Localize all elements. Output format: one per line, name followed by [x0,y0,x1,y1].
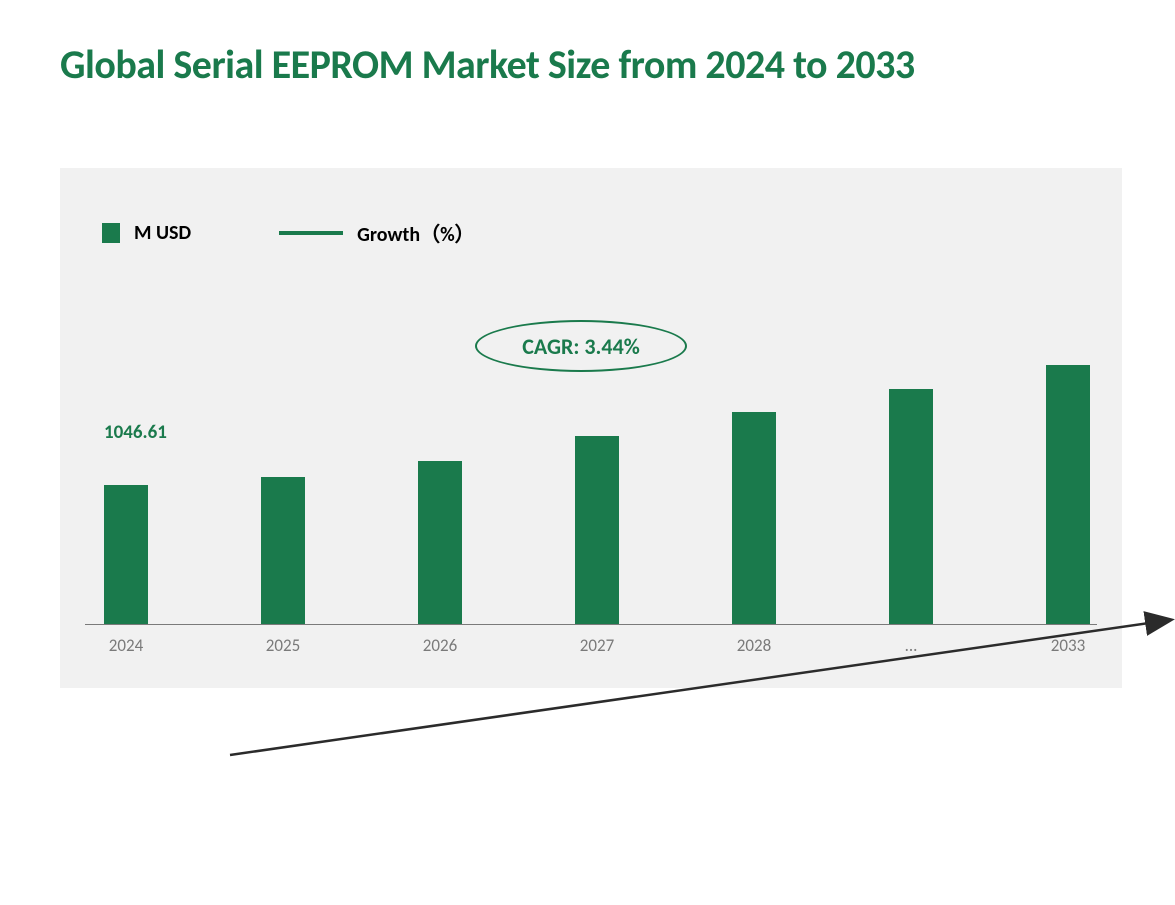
x-axis-label: 2028 [737,635,771,656]
page-title: Global Serial EEPROM Market Size from 20… [60,40,915,89]
cagr-label: CAGR: 3.44% [522,333,640,360]
x-axis-label: 2027 [580,635,614,656]
bar [732,412,776,624]
bar [575,436,619,624]
bar [261,477,305,624]
x-axis-label: 2025 [266,635,300,656]
legend-line-swatch [279,231,343,235]
chart-baseline [85,624,1097,625]
legend-bar-swatch [102,223,120,243]
x-axis-label: ... [905,635,918,656]
cagr-badge: CAGR: 3.44% [475,320,687,372]
x-axis-label: 2026 [423,635,457,656]
growth-arrow [170,560,1175,905]
legend: M USD Growth（%） [102,218,475,247]
bar [418,461,462,624]
bar [1046,365,1090,624]
x-axis-label: 2024 [109,635,143,656]
legend-bar-label: M USD [134,221,191,245]
bar [889,389,933,624]
bar-value-label: 1046.61 [104,421,167,444]
x-axis-label: 2033 [1051,635,1085,656]
bar [104,485,148,624]
x-axis-labels: 2024 2025 2026 2027 2028... 2033 [85,635,1097,665]
legend-line-label: Growth（%） [357,218,475,247]
